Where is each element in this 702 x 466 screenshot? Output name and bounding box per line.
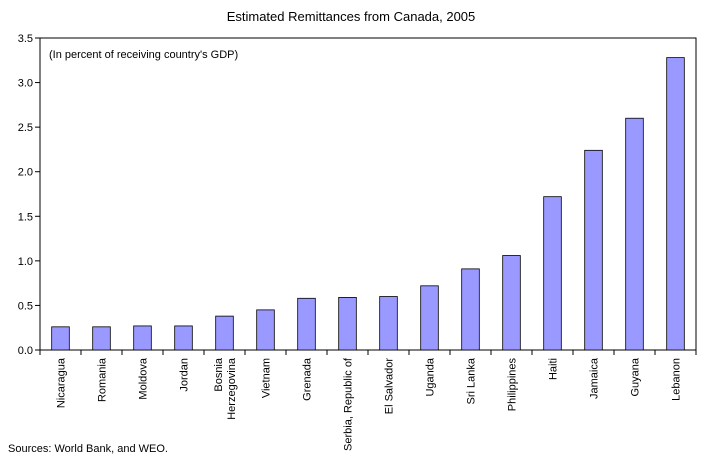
bar xyxy=(380,297,398,350)
bar xyxy=(462,269,480,350)
y-tick-label: 2.5 xyxy=(18,122,33,134)
bar xyxy=(544,197,562,350)
x-tick-label: Haiti xyxy=(548,358,560,380)
x-tick-label: BosniaHerzegovina xyxy=(213,357,238,420)
bar xyxy=(298,298,316,350)
x-tick-label: Sri Lanka xyxy=(466,357,478,404)
plot-area: 0.0 0.5 1.0 1.5 2.0 2.5 3.0 3.5 Nicaragua Romania… xyxy=(18,33,696,451)
chart-subtitle: (In percent of receiving country's GDP) xyxy=(49,49,238,61)
bar xyxy=(257,310,275,350)
bar xyxy=(421,286,439,350)
y-tick-label: 3.0 xyxy=(18,78,33,90)
x-tick-label: Uganda xyxy=(425,357,437,396)
y-tick-label: 0.5 xyxy=(18,300,33,312)
source-note: Sources: World Bank, and WEO. xyxy=(8,443,168,455)
bar xyxy=(339,297,357,350)
bar xyxy=(52,327,70,350)
bar xyxy=(216,316,234,350)
bar xyxy=(134,326,152,350)
x-tick-label: El Salvador xyxy=(384,358,396,415)
y-tick-label: 2.0 xyxy=(18,167,33,179)
x-tick-label: Nicaragua xyxy=(56,357,68,408)
x-tick-label: Jordan xyxy=(179,358,191,392)
x-tick-label: Grenada xyxy=(302,357,314,401)
y-tick-label: 1.5 xyxy=(18,211,33,223)
x-tick-label: Guyana xyxy=(630,357,642,396)
x-tick-label: Philippines xyxy=(507,358,519,412)
bar xyxy=(93,327,111,350)
y-tick-label: 1.0 xyxy=(18,256,33,268)
x-tick-label: Lebanon xyxy=(671,358,683,401)
x-tick-label: Romania xyxy=(97,357,109,402)
y-tick-label: 0.0 xyxy=(18,345,33,357)
bar xyxy=(503,256,521,350)
x-tick-label: Jamaica xyxy=(589,357,601,399)
bar xyxy=(667,58,685,350)
bar xyxy=(175,326,193,350)
x-tick-label: Moldova xyxy=(138,357,150,399)
x-tick-label: Vietnam xyxy=(261,358,273,398)
y-tick-label: 3.5 xyxy=(18,33,33,45)
x-tick-label: Serbia, Republic of xyxy=(343,357,355,451)
bar xyxy=(626,118,644,350)
bar xyxy=(585,150,603,350)
